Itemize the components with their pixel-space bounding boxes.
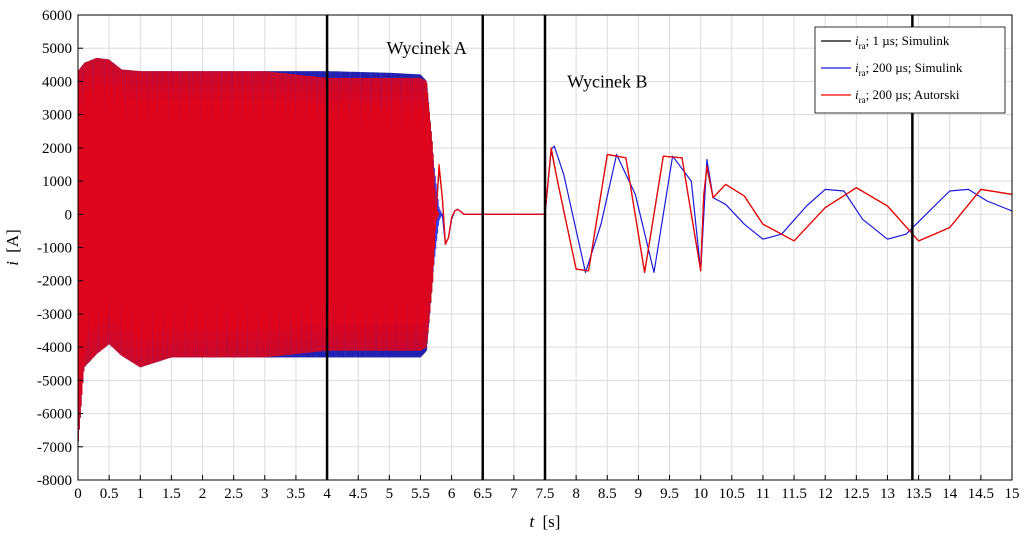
x-tick-label: 14.5 — [968, 486, 994, 502]
series-layer — [78, 57, 1012, 442]
legend: ira; 1 µs; Simulink ira; 200 µs; Simulink… — [814, 26, 1006, 114]
x-tick-label: 11 — [756, 486, 770, 502]
x-tick-label: 6.5 — [473, 486, 492, 502]
x-tick-label: 11.5 — [781, 486, 807, 502]
y-tick-label: -5000 — [37, 373, 72, 389]
series-line — [544, 147, 1012, 273]
x-axis-variable: t — [530, 512, 536, 531]
x-tick-label: 15 — [1005, 486, 1020, 502]
annotations: Wycinek A Wycinek B — [386, 38, 647, 91]
y-tick-label: -7000 — [37, 440, 72, 456]
x-tick-label: 1 — [137, 486, 145, 502]
x-tick-label: 8.5 — [598, 486, 617, 502]
x-tick-label: 0 — [74, 486, 82, 502]
x-tick-label: 6 — [448, 486, 456, 502]
y-axis-unit: [A] — [3, 229, 22, 253]
x-tick-label: 3 — [261, 486, 269, 502]
x-tick-label: 13 — [880, 486, 895, 502]
y-tick-label: -2000 — [37, 274, 72, 290]
x-tick-label: 4.5 — [349, 486, 368, 502]
y-tick-label: 2000 — [42, 141, 72, 157]
x-tick-label: 10.5 — [719, 486, 745, 502]
legend-entry: ira; 1 µs; Simulink — [855, 33, 950, 51]
x-tick-label: 9.5 — [660, 486, 679, 502]
x-tick-label: 7 — [510, 486, 518, 502]
axis-ticks: 0 0.5 1 1.5 2 2.5 3 3.5 4 4.5 5 5.5 6 6.5 7 7.5 8 8.5 9 9.5… — [37, 8, 1020, 502]
x-axis-unit: [s] — [543, 512, 561, 531]
x-tick-label: 2.5 — [224, 486, 243, 502]
series-line — [78, 57, 440, 442]
y-axis-variable: i — [3, 261, 22, 266]
y-tick-label: -1000 — [37, 241, 72, 257]
x-tick-label: 5.5 — [411, 486, 430, 502]
y-tick-label: -8000 — [37, 473, 72, 489]
x-tick-label: 8 — [572, 486, 580, 502]
series-2 — [78, 57, 1012, 442]
x-tick-label: 3.5 — [287, 486, 306, 502]
y-tick-label: 0 — [65, 207, 73, 223]
x-tick-label: 13.5 — [905, 486, 931, 502]
x-tick-label: 0.5 — [100, 486, 119, 502]
x-tick-label: 12.5 — [843, 486, 869, 502]
y-tick-label: -4000 — [37, 340, 72, 356]
legend-entry: ira; 200 µs; Autorski — [855, 87, 960, 105]
y-tick-label: 3000 — [42, 108, 72, 124]
y-tick-label: 5000 — [42, 41, 72, 57]
annotation-label: Wycinek A — [386, 38, 466, 58]
x-tick-label: 7.5 — [536, 486, 555, 502]
y-tick-label: -3000 — [37, 307, 72, 323]
x-axis-label: t [s] — [530, 512, 561, 531]
x-tick-label: 1.5 — [162, 486, 181, 502]
x-tick-label: 10 — [693, 486, 708, 502]
y-axis-label: i [A] — [3, 229, 22, 266]
x-tick-label: 9 — [635, 486, 643, 502]
x-tick-label: 4 — [323, 486, 331, 502]
y-tick-label: 4000 — [42, 74, 72, 90]
x-tick-label: 5 — [386, 486, 394, 502]
x-tick-label: 14 — [942, 486, 958, 502]
y-tick-label: -6000 — [37, 407, 72, 423]
series-line — [435, 163, 545, 245]
series-line — [544, 145, 1012, 273]
x-tick-label: 2 — [199, 486, 207, 502]
annotation-label: Wycinek B — [567, 71, 647, 91]
y-tick-label: 1000 — [42, 174, 72, 190]
y-tick-label: 6000 — [42, 8, 72, 24]
x-tick-label: 12 — [818, 486, 833, 502]
legend-entry: ira; 200 µs; Simulink — [855, 60, 963, 78]
